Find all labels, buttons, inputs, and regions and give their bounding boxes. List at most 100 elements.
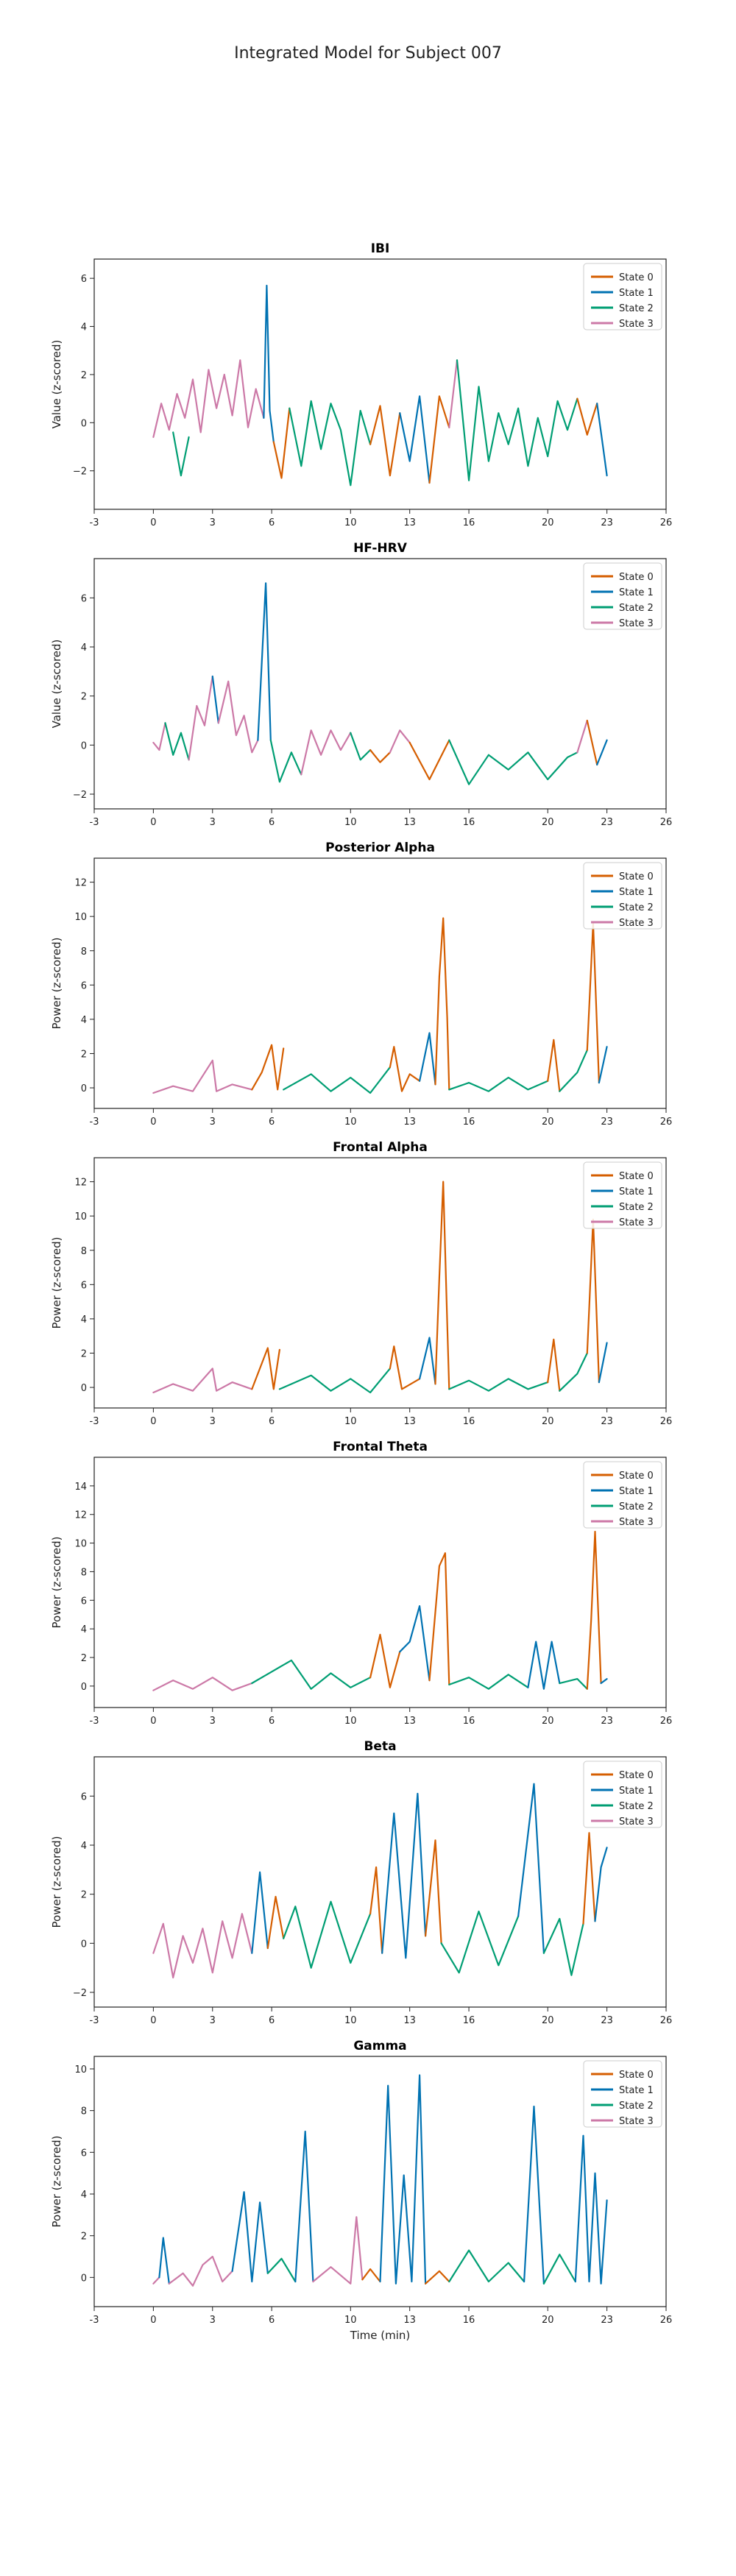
panel-gamma: Gamma -3 0 3 6 10 13 16 20 23 26 0 2 4 6 8 10 Power (z-sc…: [50, 2039, 672, 2342]
x-tick-label: 6: [269, 2315, 275, 2326]
y-tick-label: 8: [81, 1246, 87, 1257]
series-line-state-0: [361, 2268, 381, 2283]
series-line-state-2: [448, 1378, 549, 1392]
y-tick-label: 4: [81, 1841, 87, 1852]
series-line-state-1: [399, 1605, 431, 1682]
series-line-state-3: [389, 729, 411, 754]
series-line-state-1: [598, 1046, 608, 1084]
series-line-state-0: [272, 407, 291, 479]
y-tick-label: −2: [73, 1988, 87, 1999]
series-line-state-1: [294, 2130, 314, 2283]
y-tick-label: 14: [74, 1482, 87, 1493]
legend-label: State 3: [619, 319, 654, 330]
legend-label: State 2: [619, 1501, 654, 1512]
x-tick-label: 3: [210, 1716, 216, 1727]
y-tick-label: 4: [81, 643, 87, 654]
series-line-state-0: [434, 1181, 450, 1390]
series-line-state-2: [448, 1674, 529, 1690]
series-line-state-0: [251, 1347, 280, 1390]
series-line-state-0: [408, 739, 450, 781]
y-tick-label: 2: [81, 1348, 87, 1359]
x-tick-label: 6: [269, 817, 275, 828]
legend-label: State 1: [619, 288, 654, 299]
panel-frontal-alpha: Frontal Alpha -3 0 3 6 10 13 16 20 23 26 0 2 4 6 8 10 12 P…: [50, 1140, 672, 1427]
x-tick-label: 20: [542, 2015, 554, 2026]
series-line-state-1: [596, 739, 608, 766]
series-line-state-1: [574, 2134, 608, 2285]
panel-frontal-theta: Frontal Theta -3 0 3 6 10 13 16 20 23 26 0 2 4 6 8 10 12 1…: [50, 1440, 672, 1727]
y-tick-label: 10: [74, 912, 87, 923]
series-line-state-1: [600, 1678, 608, 1685]
series-line-state-1: [257, 582, 272, 741]
legend-label: State 1: [619, 2085, 654, 2096]
x-tick-label: 3: [210, 1416, 216, 1427]
panel-ibi: IBI -3 0 3 6 10 13 16 20 23 26 −2 0 2 4 6 Value (z-score…: [50, 241, 672, 528]
legend-box: [583, 1161, 662, 1229]
series-line-state-2: [456, 359, 578, 481]
x-tick-label: 3: [210, 817, 216, 828]
x-tick-label: 26: [660, 1716, 673, 1727]
y-tick-label: 0: [81, 2273, 87, 2284]
panel-posterior-alpha: Posterior Alpha -3 0 3 6 10 13 16 20 23 26 0 2 4 6 8 10 1…: [50, 841, 672, 1128]
series-line-state-0: [586, 1218, 601, 1384]
x-tick-label: 0: [150, 1416, 156, 1427]
series-line-state-2: [251, 1659, 372, 1690]
x-tick-label: 16: [463, 817, 475, 828]
y-tick-label: 4: [81, 1314, 87, 1326]
x-tick-label: -3: [90, 1716, 99, 1727]
legend-label: State 2: [619, 1202, 654, 1213]
legend: State 0 State 1 State 2 State 3: [583, 1761, 662, 1828]
figure-title: Integrated Model for Subject 007: [234, 44, 502, 63]
axes-frame: [93, 1157, 667, 1409]
y-tick-label: 12: [74, 1510, 87, 1521]
legend-box: [583, 263, 662, 330]
series-line-state-2: [172, 431, 190, 477]
axes-frame: [93, 1756, 667, 2008]
y-axis-label: Power (z-scored): [50, 1537, 63, 1629]
legend-label: State 3: [619, 1217, 654, 1228]
y-tick-label: −2: [73, 790, 87, 801]
y-tick-label: 2: [81, 1049, 87, 1060]
panel-beta: Beta -3 0 3 6 10 13 16 20 23 26 −2 0 2 4 6 Power (z-scor…: [50, 1739, 672, 2026]
x-tick-label: 13: [403, 2315, 416, 2326]
series-line-state-2: [542, 1917, 584, 1976]
x-tick-label: 23: [601, 817, 613, 828]
legend-label: State 1: [619, 587, 654, 598]
series-line-state-2: [283, 1066, 392, 1094]
x-tick-label: 26: [660, 517, 673, 528]
x-tick-label: 0: [150, 2015, 156, 2026]
y-tick-label: 10: [74, 1539, 87, 1550]
series-line-state-1: [263, 284, 275, 443]
legend-label: State 0: [619, 871, 654, 882]
y-tick-label: 0: [81, 740, 87, 751]
y-tick-label: 6: [81, 2148, 87, 2159]
series-line-state-0: [576, 397, 598, 436]
x-tick-label: 26: [660, 817, 673, 828]
y-tick-label: 2: [81, 370, 87, 381]
series-line-state-0: [586, 719, 598, 766]
x-tick-label: 16: [463, 2315, 475, 2326]
series-line-state-2: [289, 400, 372, 486]
y-tick-label: 10: [74, 1211, 87, 1222]
x-axis-label: Time (min): [350, 2329, 410, 2342]
series-line-state-3: [576, 719, 588, 754]
series-line-state-0: [389, 1345, 421, 1390]
series-line-state-3: [152, 1677, 253, 1691]
y-tick-label: 4: [81, 322, 87, 333]
y-tick-label: 4: [81, 2190, 87, 2201]
y-tick-label: 12: [74, 1178, 87, 1189]
series-line-state-3: [152, 1059, 253, 1094]
series-lines: [152, 1530, 608, 1691]
y-tick-label: 6: [81, 980, 87, 991]
series-line-state-2: [350, 732, 372, 761]
axes-frame: [93, 558, 667, 810]
x-tick-label: -3: [90, 817, 99, 828]
series-lines: [152, 1783, 608, 1979]
series-line-state-3: [188, 675, 213, 761]
x-tick-label: -3: [90, 2315, 99, 2326]
series-line-state-0: [424, 2270, 450, 2285]
x-tick-label: 13: [403, 2015, 416, 2026]
panel-title: Frontal Alpha: [333, 1140, 428, 1155]
legend-label: State 2: [619, 2101, 654, 2112]
